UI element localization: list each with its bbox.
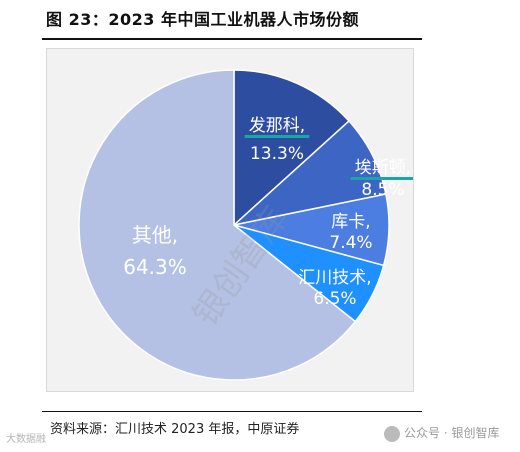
pie-chart: 发那科, 13.3% 埃斯顿,8.5% 库卡,7.4% 汇川技术,6.5% 其他, 64.3… xyxy=(78,69,413,381)
data-label-name-estun: 埃斯顿, xyxy=(355,158,411,178)
source-rule xyxy=(42,411,422,412)
wechat-icon xyxy=(384,425,400,442)
chart-area: 发那科, 13.3% 埃斯顿, 8.5% 库卡, 7.4% 汇川技术, 6.5% 其他, 64.3… xyxy=(46,48,414,392)
figure-title: 图 23：2023 年中国工业机器人市场份额 xyxy=(46,10,359,29)
data-label-value-kuka: 7.4% xyxy=(329,233,372,253)
data-label-value-inovance: 6.5% xyxy=(313,289,356,309)
pie-slice-fanuc xyxy=(233,69,351,227)
watermark-right: 公众号 · 银创智库 xyxy=(384,424,499,442)
data-label-name-inovance: 汇川技术, xyxy=(298,268,371,288)
watermark-right-text: 公众号 · 银创智库 xyxy=(404,426,500,440)
data-label-value-estun: 8.5% xyxy=(361,180,404,200)
data-label-name-others: 其他, xyxy=(132,223,178,247)
data-label-name-fanuc: 发那科, xyxy=(249,116,305,136)
data-label-value-fanuc: 13.3% xyxy=(250,144,304,164)
data-label-name-kuka: 库卡, xyxy=(331,212,370,232)
watermark-left: 大数据融 xyxy=(6,434,46,445)
label-underline-estun xyxy=(350,177,413,180)
source-note: 资料来源：汇川技术 2023 年报，中原证券 xyxy=(50,422,300,437)
data-label-value-others: 64.3% xyxy=(123,255,187,279)
pie-slice-others xyxy=(78,69,357,381)
label-underline-fanuc xyxy=(244,135,310,138)
title-rule xyxy=(42,38,422,40)
